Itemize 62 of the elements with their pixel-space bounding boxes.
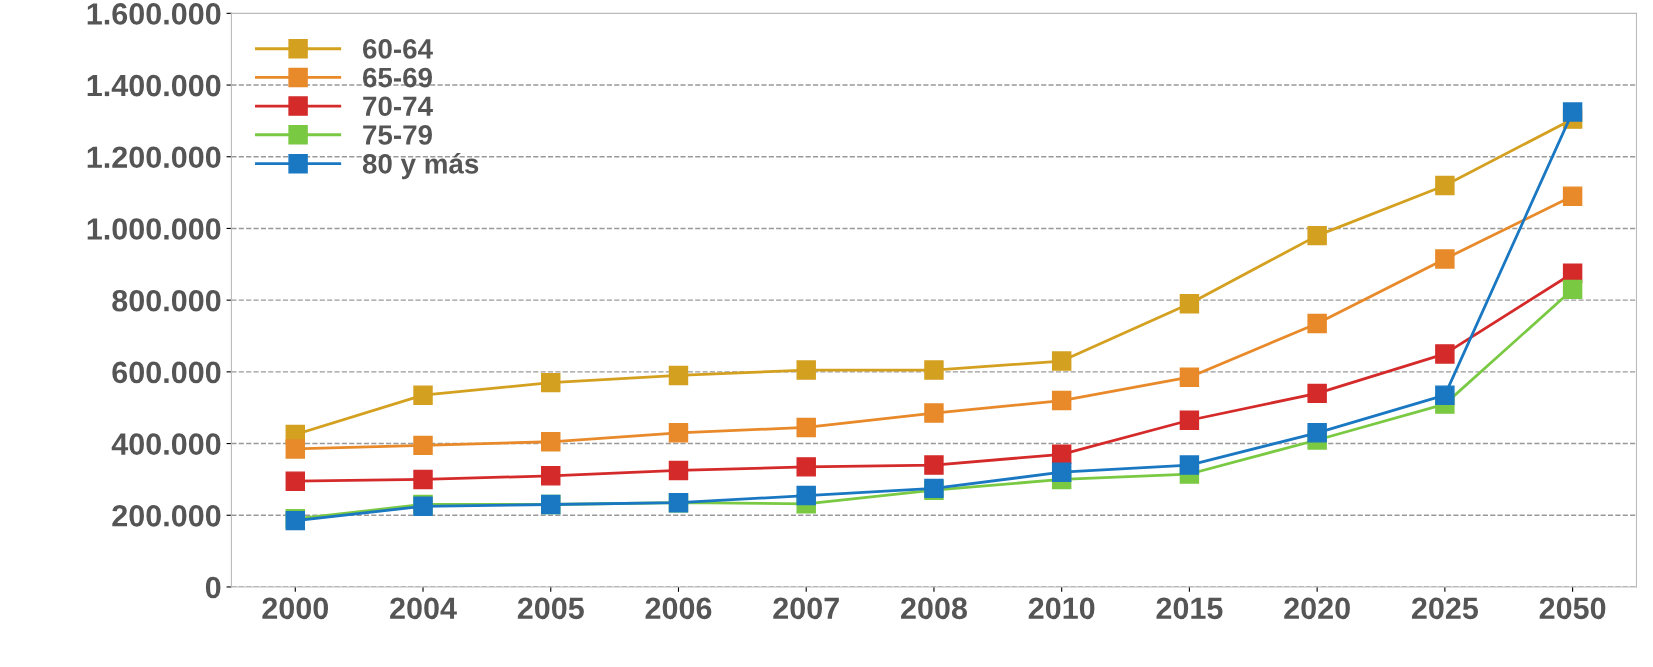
point	[1562, 186, 1583, 206]
point	[1435, 249, 1455, 269]
point	[1179, 455, 1200, 475]
x-tick-label: 2010	[1028, 597, 1095, 620]
point	[285, 471, 306, 491]
y-tick-label: 200.000	[112, 504, 221, 527]
x-tick-label: 2004	[390, 597, 457, 620]
point	[1051, 462, 1072, 482]
point	[796, 417, 816, 438]
point	[1307, 423, 1327, 443]
point	[1179, 367, 1200, 387]
point	[924, 360, 944, 380]
y-tick-label: 600.000	[112, 361, 221, 384]
point	[924, 403, 944, 423]
point	[541, 372, 561, 393]
point	[1435, 385, 1455, 405]
y-tick-label: 1.200.000	[87, 146, 221, 169]
point	[413, 385, 433, 405]
point	[668, 460, 689, 481]
point	[541, 466, 561, 486]
x-tick-label: 2006	[645, 597, 712, 620]
point	[1179, 294, 1200, 314]
legend-label: 60-64	[362, 39, 433, 59]
x-tick-label: 2007	[773, 597, 839, 620]
x-tick-label: 2005	[517, 597, 584, 620]
legend-label: 70-74	[363, 96, 433, 117]
point	[1562, 279, 1583, 300]
y-tick-label: 1.400.000	[87, 74, 221, 97]
x-tick-label: 2025	[1411, 597, 1479, 620]
point	[1307, 383, 1327, 404]
x-tick-label: 2000	[262, 597, 329, 620]
point	[1435, 175, 1455, 196]
point	[1051, 351, 1072, 371]
x-tick-label: 2050	[1539, 597, 1606, 620]
y-tick-label: 1.600.000	[87, 3, 221, 25]
point	[285, 439, 306, 459]
point	[1051, 444, 1072, 465]
x-tick-label: 2015	[1156, 597, 1223, 620]
legend-label: 75-79	[363, 125, 432, 145]
point	[668, 423, 689, 443]
point	[796, 457, 816, 477]
point	[924, 455, 944, 475]
point	[1562, 102, 1583, 122]
y-tick-label: 800.000	[112, 289, 221, 312]
point	[1435, 344, 1455, 364]
y-tick-label: 400.000	[111, 433, 221, 455]
legend-label: 80 y más	[362, 153, 479, 180]
point	[796, 485, 816, 506]
x-tick-label: 2008	[901, 597, 967, 620]
point	[1051, 390, 1072, 411]
point	[413, 469, 433, 490]
point	[413, 435, 433, 456]
point	[796, 360, 816, 380]
point	[541, 432, 561, 452]
x-tick-label: 2020	[1284, 597, 1350, 620]
legend-label: 65-69	[362, 67, 432, 88]
point	[1179, 410, 1200, 430]
y-tick-label: 1.000.000	[87, 218, 221, 240]
y-tick-label: 0	[205, 576, 221, 599]
point	[668, 365, 689, 386]
point	[1307, 225, 1327, 246]
point	[1307, 313, 1327, 334]
